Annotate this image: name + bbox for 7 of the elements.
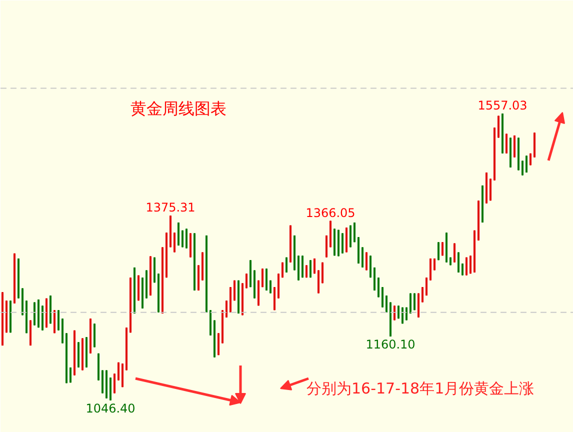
- annotation: 1557.03: [478, 98, 528, 113]
- annotation: 分别为16-17-18年1月份黄金上涨: [306, 380, 534, 398]
- annotation: 1160.10: [366, 338, 416, 352]
- annotation: 1366.05: [306, 206, 356, 220]
- chart-title: 黄金周线图表: [130, 99, 226, 118]
- annotation: 1046.40: [86, 401, 136, 416]
- annotation: 1375.31: [146, 200, 196, 215]
